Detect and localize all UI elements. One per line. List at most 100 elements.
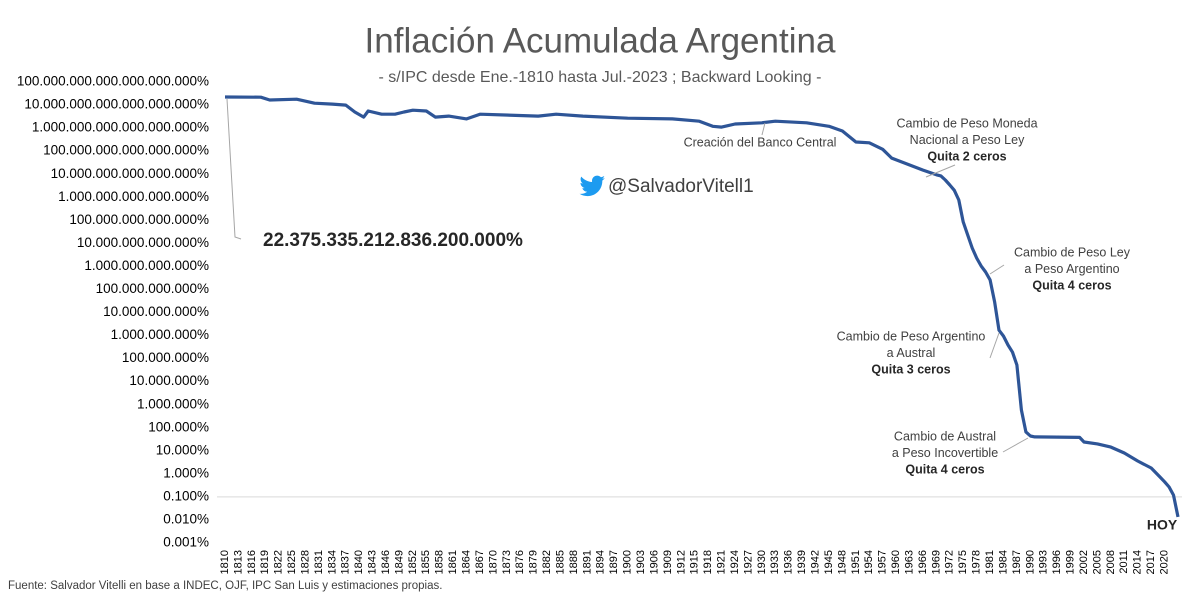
y-tick-label: 100.000.000.000% xyxy=(96,281,209,296)
x-tick-label: 1822 xyxy=(273,550,285,574)
annotation: Cambio de Peso Ley a Peso Argentino Quita … xyxy=(989,245,1131,292)
annotation-bold: Quita 2 ceros xyxy=(927,149,1006,163)
x-tick-label: 1849 xyxy=(393,550,405,574)
x-tick-label: 1954 xyxy=(863,550,875,574)
x-tick-label: 1879 xyxy=(528,550,540,574)
y-tick-label: 10.000.000.000.000.000.000% xyxy=(24,97,209,112)
annotation-text: a Peso Incovertible xyxy=(892,446,998,460)
x-tick-label: 1924 xyxy=(729,550,741,574)
x-tick-label: 1975 xyxy=(957,550,969,574)
x-tick-label: 1813 xyxy=(232,550,244,574)
x-tick-label: 1864 xyxy=(461,550,473,574)
x-tick-label: 1897 xyxy=(608,550,620,574)
twitter-text: @SalvadorVitell1 xyxy=(608,176,754,197)
x-tick-label: 1966 xyxy=(917,550,929,574)
twitter-icon xyxy=(579,175,605,197)
end-label: HOY xyxy=(1147,517,1178,533)
y-tick-label: 1.000.000.000.000% xyxy=(84,258,209,273)
x-tick-label: 1957 xyxy=(877,550,889,574)
y-tick-label: 10.000.000.000% xyxy=(103,304,209,319)
x-tick-label: 1837 xyxy=(340,550,352,574)
annotation-text: Cambio de Peso Argentino xyxy=(837,329,986,343)
annotation: Cambio de Peso Moneda Nacional a Peso Ley… xyxy=(896,116,1038,178)
x-tick-label: 1885 xyxy=(554,550,566,574)
x-tick-label: 2017 xyxy=(1145,550,1157,574)
x-tick-label: 1816 xyxy=(246,550,258,574)
y-tick-label: 1.000.000.000.000.000% xyxy=(58,189,209,204)
x-tick-label: 1981 xyxy=(984,550,996,574)
x-tick-label: 1888 xyxy=(568,550,580,574)
x-tick-label: 1969 xyxy=(930,550,942,574)
annotation-text: a Peso Argentino xyxy=(1024,262,1119,276)
x-tick-label: 1855 xyxy=(420,550,432,574)
x-tick-label: 2020 xyxy=(1158,550,1170,574)
x-tick-label: 1831 xyxy=(313,550,325,574)
chart-subtitle: - s/IPC desde Ene.-1810 hasta Jul.-2023 … xyxy=(379,69,822,86)
x-tick-label: 1894 xyxy=(595,550,607,574)
annotation-text: Nacional a Peso Ley xyxy=(910,133,1025,147)
y-tick-label: 100.000% xyxy=(148,419,209,434)
x-tick-label: 1903 xyxy=(635,550,647,574)
y-tick-label: 0.010% xyxy=(163,512,209,527)
x-tick-label: 1936 xyxy=(783,550,795,574)
annotation-leader xyxy=(761,122,766,136)
x-tick-label: 1825 xyxy=(286,550,298,574)
x-tick-label: 1873 xyxy=(501,550,513,574)
y-tick-label: 1.000.000% xyxy=(137,396,209,411)
x-tick-label: 1891 xyxy=(581,550,593,574)
y-tick-label: 10.000% xyxy=(156,442,209,457)
x-tick-label: 1882 xyxy=(541,550,553,574)
x-tick-label: 1918 xyxy=(702,550,714,574)
x-tick-label: 1846 xyxy=(380,550,392,574)
x-tick-label: 1834 xyxy=(326,550,338,574)
x-tick-label: 1900 xyxy=(622,550,634,574)
annotation-text: Cambio de Peso Ley xyxy=(1014,245,1131,259)
x-tick-label: 2005 xyxy=(1091,550,1103,574)
annotation-text: Cambio de Peso Moneda xyxy=(896,116,1037,130)
x-tick-label: 1927 xyxy=(742,550,754,574)
annotation-leader xyxy=(925,164,956,178)
annotation-text: Cambio de Austral xyxy=(894,429,996,443)
annotation-bold: Quita 3 ceros xyxy=(871,362,950,376)
x-tick-label: 1939 xyxy=(796,550,808,574)
annotation: Creación del Banco Central xyxy=(684,122,836,149)
y-tick-label: 100.000.000.000.000.000% xyxy=(43,143,209,158)
leader-line xyxy=(226,98,242,240)
x-tick-label: 1909 xyxy=(662,550,674,574)
x-tick-label: 1960 xyxy=(890,550,902,574)
x-tick-label: 1999 xyxy=(1065,550,1077,574)
y-tick-label: 100.000.000% xyxy=(122,350,209,365)
x-tick-label: 1828 xyxy=(299,550,311,574)
x-tick-label: 1906 xyxy=(648,550,660,574)
x-tick-label: 2011 xyxy=(1118,550,1130,574)
x-tick-label: 1852 xyxy=(407,550,419,574)
x-tick-label: 2008 xyxy=(1105,550,1117,574)
x-tick-label: 1921 xyxy=(716,550,728,574)
annotation: Cambio de Peso Argentino a Austral Quita 3… xyxy=(837,329,1000,376)
x-tick-label: 1840 xyxy=(353,550,365,574)
x-tick-label: 1930 xyxy=(756,550,768,574)
annotation-text: a Austral xyxy=(887,346,936,360)
x-tick-label: 1996 xyxy=(1051,550,1063,574)
x-tick-label: 1912 xyxy=(675,550,687,574)
y-tick-label: 100.000.000.000.000% xyxy=(69,212,209,227)
x-tick-label: 1942 xyxy=(809,550,821,574)
annotation-leader xyxy=(989,264,1005,275)
x-tick-label: 1915 xyxy=(689,550,701,574)
x-tick-label: 1870 xyxy=(487,550,499,574)
y-tick-label: 10.000.000% xyxy=(129,373,209,388)
x-tick-label: 1819 xyxy=(259,550,271,574)
y-tick-label: 10.000.000.000.000% xyxy=(77,235,209,250)
y-tick-label: 100.000.000.000.000.000.000% xyxy=(17,74,209,89)
y-tick-label: 0.100% xyxy=(163,488,209,503)
annotation-bold: Quita 4 ceros xyxy=(1032,278,1111,292)
annotation-leader xyxy=(989,332,1000,359)
x-tick-label: 1987 xyxy=(1011,550,1023,574)
source-note: Fuente: Salvador Vitelli en base a INDEC… xyxy=(8,580,442,592)
chart-title: Inflación Acumulada Argentina xyxy=(365,21,836,60)
start-label: 22.375.335.212.836.200.000% xyxy=(263,230,523,251)
y-tick-label: 10.000.000.000.000.000% xyxy=(51,166,209,181)
x-tick-label: 1984 xyxy=(997,550,1009,574)
x-tick-label: 1810 xyxy=(219,550,231,574)
